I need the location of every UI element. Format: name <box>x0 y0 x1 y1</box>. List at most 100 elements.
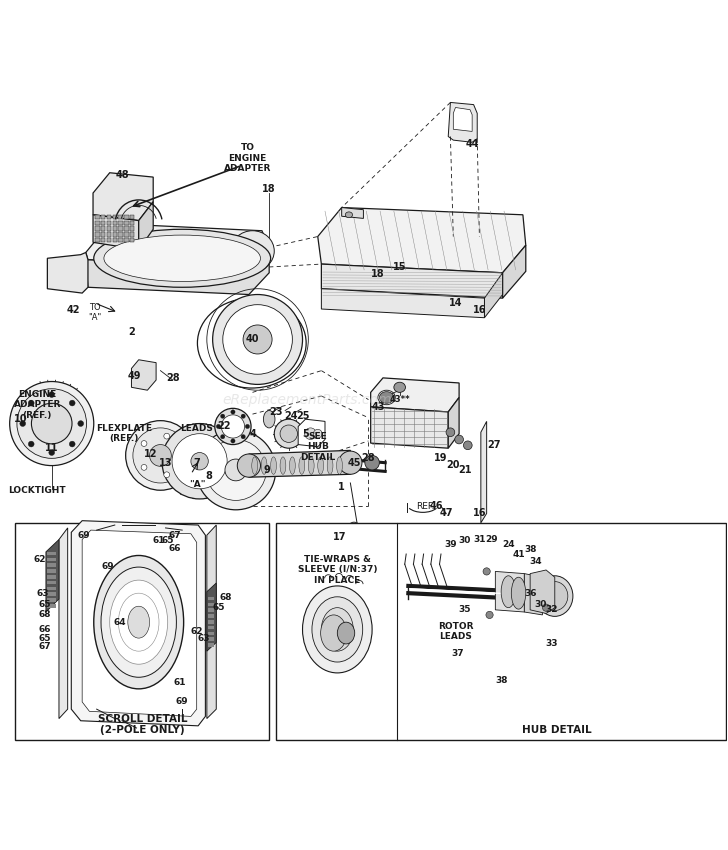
Ellipse shape <box>486 611 493 619</box>
Polygon shape <box>86 224 269 267</box>
Bar <box>130 221 135 225</box>
Text: 62: 62 <box>191 627 203 636</box>
Text: 63: 63 <box>198 634 210 643</box>
Bar <box>119 221 123 225</box>
Bar <box>119 232 123 236</box>
Polygon shape <box>93 215 139 250</box>
Ellipse shape <box>213 294 303 384</box>
Ellipse shape <box>119 593 159 651</box>
Ellipse shape <box>455 435 464 444</box>
Text: 14: 14 <box>448 298 462 309</box>
Text: 28: 28 <box>166 373 180 382</box>
Ellipse shape <box>464 441 472 450</box>
Ellipse shape <box>261 457 267 474</box>
Ellipse shape <box>223 304 293 374</box>
Ellipse shape <box>20 421 25 427</box>
Text: 65: 65 <box>212 604 225 612</box>
Bar <box>208 609 214 612</box>
Ellipse shape <box>104 235 261 281</box>
Bar <box>277 523 726 740</box>
Ellipse shape <box>313 429 322 438</box>
Bar <box>208 626 214 629</box>
Text: 69: 69 <box>77 530 90 540</box>
Bar <box>130 238 135 242</box>
Ellipse shape <box>241 434 245 439</box>
Ellipse shape <box>162 423 237 499</box>
Bar <box>113 232 117 236</box>
Text: 35: 35 <box>459 605 471 615</box>
Polygon shape <box>93 173 153 221</box>
Text: 43**: 43** <box>389 395 410 404</box>
Text: 49: 49 <box>127 371 141 381</box>
Ellipse shape <box>327 457 333 474</box>
Text: 47: 47 <box>439 508 453 518</box>
Text: 63: 63 <box>36 589 49 598</box>
Text: 30: 30 <box>534 600 547 609</box>
Ellipse shape <box>110 580 167 664</box>
Bar <box>95 221 100 225</box>
Bar <box>107 238 111 242</box>
Ellipse shape <box>9 382 94 466</box>
Text: 13: 13 <box>159 457 173 468</box>
Polygon shape <box>207 525 216 718</box>
Polygon shape <box>524 574 542 615</box>
Polygon shape <box>82 530 197 717</box>
Ellipse shape <box>128 606 149 638</box>
Bar <box>47 598 56 602</box>
Text: 9: 9 <box>264 465 270 475</box>
Text: SCROLL DETAIL
(2-POLE ONLY): SCROLL DETAIL (2-POLE ONLY) <box>98 714 187 735</box>
Text: 25: 25 <box>296 411 310 422</box>
Ellipse shape <box>216 424 221 428</box>
Text: 24: 24 <box>502 540 515 549</box>
Ellipse shape <box>252 457 258 474</box>
Text: REF.: REF. <box>416 502 434 511</box>
Text: 5: 5 <box>302 428 309 439</box>
Ellipse shape <box>280 457 286 474</box>
Ellipse shape <box>264 411 275 428</box>
Text: 16: 16 <box>472 508 486 518</box>
Ellipse shape <box>317 457 323 474</box>
Ellipse shape <box>49 392 55 398</box>
Bar <box>208 632 214 635</box>
Text: 43: 43 <box>371 402 384 412</box>
Ellipse shape <box>299 457 305 474</box>
Text: 24: 24 <box>284 411 298 422</box>
Polygon shape <box>371 378 459 412</box>
Ellipse shape <box>133 428 188 483</box>
Text: 30: 30 <box>459 536 471 546</box>
Ellipse shape <box>78 421 84 427</box>
Text: 69: 69 <box>176 697 189 706</box>
Ellipse shape <box>172 434 227 489</box>
Polygon shape <box>530 570 555 614</box>
Ellipse shape <box>243 325 272 354</box>
Polygon shape <box>132 360 156 390</box>
Polygon shape <box>341 207 363 218</box>
Bar <box>113 238 117 242</box>
Text: 1: 1 <box>339 482 345 491</box>
Ellipse shape <box>320 615 347 651</box>
Bar <box>107 221 111 225</box>
Bar <box>95 238 100 242</box>
Ellipse shape <box>271 457 277 474</box>
Polygon shape <box>86 247 269 294</box>
Ellipse shape <box>149 445 171 467</box>
Text: 8: 8 <box>205 471 213 481</box>
Bar <box>119 226 123 230</box>
Bar <box>95 232 100 236</box>
Bar <box>101 226 106 230</box>
Ellipse shape <box>231 230 274 271</box>
Ellipse shape <box>191 452 208 470</box>
Text: SEE
HUB
DETAIL: SEE HUB DETAIL <box>300 432 336 462</box>
Ellipse shape <box>345 212 352 218</box>
Bar <box>47 581 56 585</box>
Ellipse shape <box>501 575 515 608</box>
Text: 20: 20 <box>446 460 460 470</box>
Text: 67: 67 <box>169 530 181 540</box>
Bar <box>208 603 214 606</box>
Ellipse shape <box>205 439 266 501</box>
Text: 34: 34 <box>529 557 542 566</box>
Ellipse shape <box>321 608 353 651</box>
Text: 62: 62 <box>34 554 47 564</box>
Text: 18: 18 <box>262 184 276 195</box>
Polygon shape <box>59 528 68 718</box>
